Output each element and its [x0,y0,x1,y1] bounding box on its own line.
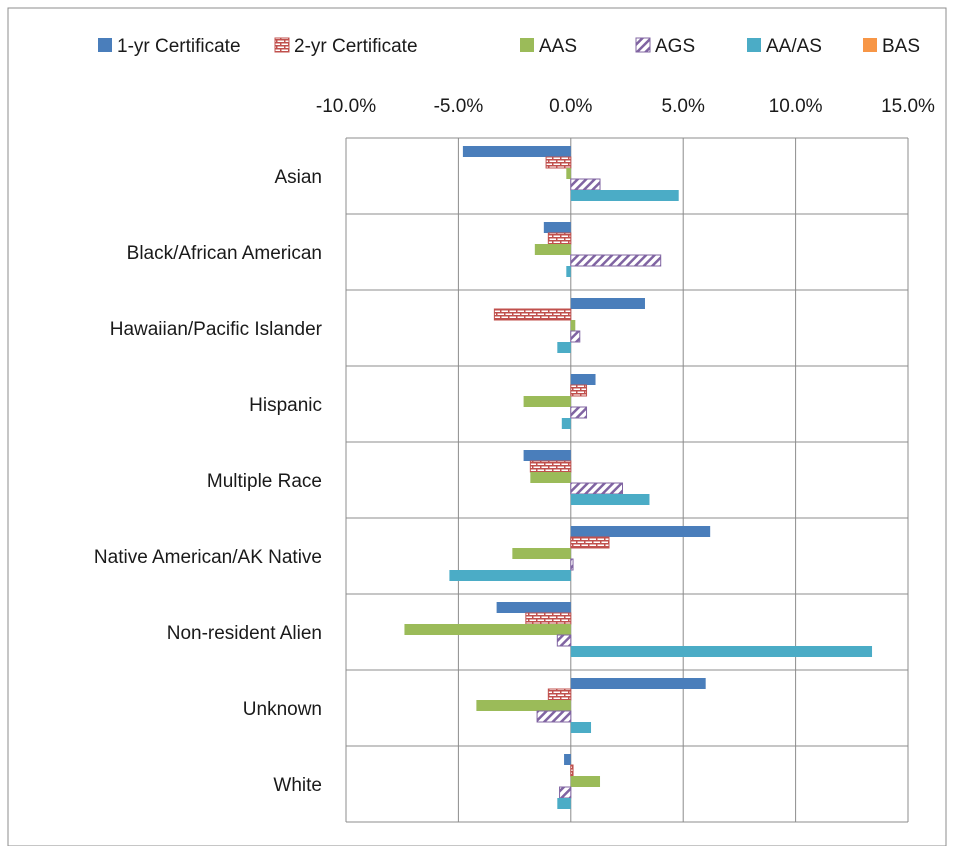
legend-swatch-5 [747,38,761,52]
bar-1-1 [462,146,571,157]
bar-2-7 [525,612,572,625]
bar-3-5 [530,472,571,483]
bar-5-7 [570,646,873,657]
x-tick-label-5: 10.0% [769,96,823,117]
bar-2-4 [570,384,588,397]
bar-4-2 [570,254,662,267]
bar-5-8 [570,722,592,733]
bar-2-5 [529,460,572,473]
category-label-1: Asian [274,167,322,188]
category-labels: Asian Black/African American Hawaiian/Paci… [94,167,323,796]
legend-label-3: AAS [539,36,577,57]
x-tick-label-2: -5.0% [434,96,484,117]
bar-3-8 [476,700,571,711]
chart-border [7,7,947,847]
bar-4-8 [536,710,572,723]
bar-2-8 [547,688,572,701]
legend-swatch-3 [520,38,534,52]
x-axis-tick-labels: -10.0% -5.0% 0.0% 5.0% 10.0% 15.0% [316,96,935,117]
bar-1-9 [564,754,571,765]
category-label-5: Multiple Race [207,471,322,492]
category-label-4: Hispanic [249,395,322,416]
legend-swatch-1 [98,38,112,52]
bar-4-5 [570,482,624,495]
bar-1-8 [570,678,706,689]
legend-label-1: 1-yr Certificate [117,36,241,57]
bar-4-4 [570,406,588,419]
category-label-9: White [273,775,322,796]
bar-4-6 [570,558,574,571]
legend-label-2: 2-yr Certificate [294,36,418,57]
bar-1-7 [496,602,571,613]
bar-3-3 [570,320,576,331]
bar-2-6 [570,536,610,549]
bar-3-6 [512,548,571,559]
legend-swatch-2 [274,37,290,53]
bar-5-3 [557,342,571,353]
x-tick-label-4: 5.0% [662,96,705,117]
bar-2-1 [545,156,572,169]
bar-3-7 [404,624,571,635]
x-tick-label-3: 0.0% [549,96,592,117]
legend-swatch-4 [635,37,651,53]
category-label-7: Non-resident Alien [167,623,322,644]
bar-3-4 [523,396,571,407]
bar-5-1 [570,190,679,201]
bar-5-9 [557,798,571,809]
x-tick-label-6: 15.0% [881,96,935,117]
category-label-6: Native American/AK Native [94,547,322,568]
category-label-8: Unknown [243,699,322,720]
legend-label-6: BAS [882,36,920,57]
bars [404,146,873,809]
legend-swatch-6 [863,38,877,52]
legend: 1-yr Certificate 2-yr Certificate AAS AGS AA… [98,36,920,57]
bar-1-5 [523,450,571,461]
bar-4-7 [556,634,572,647]
bar-5-4 [561,418,571,429]
bar-3-1 [566,168,571,179]
gridlines [345,137,909,823]
bar-2-3 [493,308,572,321]
category-label-3: Hawaiian/Pacific Islander [110,319,323,340]
bar-1-4 [570,374,596,385]
bar-4-9 [559,786,572,799]
bar-4-3 [570,330,581,343]
bar-5-2 [566,266,571,277]
category-label-2: Black/African American [127,243,322,264]
bar-4-1 [570,178,601,191]
x-tick-label-1: -10.0% [316,96,376,117]
bar-3-9 [570,776,601,787]
bar-3-2 [534,244,571,255]
legend-label-4: AGS [655,36,695,57]
bar-1-3 [570,298,645,309]
bar-1-6 [570,526,711,537]
bar-2-9 [570,764,574,777]
bar-5-6 [449,570,571,581]
bar-1-2 [543,222,571,233]
legend-label-5: AA/AS [766,36,822,57]
bar-2-2 [547,232,572,245]
bar-5-5 [570,494,650,505]
